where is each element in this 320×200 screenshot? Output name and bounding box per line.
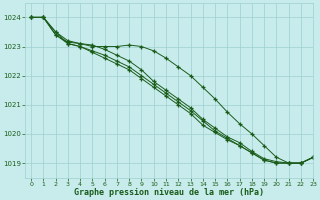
X-axis label: Graphe pression niveau de la mer (hPa): Graphe pression niveau de la mer (hPa) [74, 188, 264, 197]
